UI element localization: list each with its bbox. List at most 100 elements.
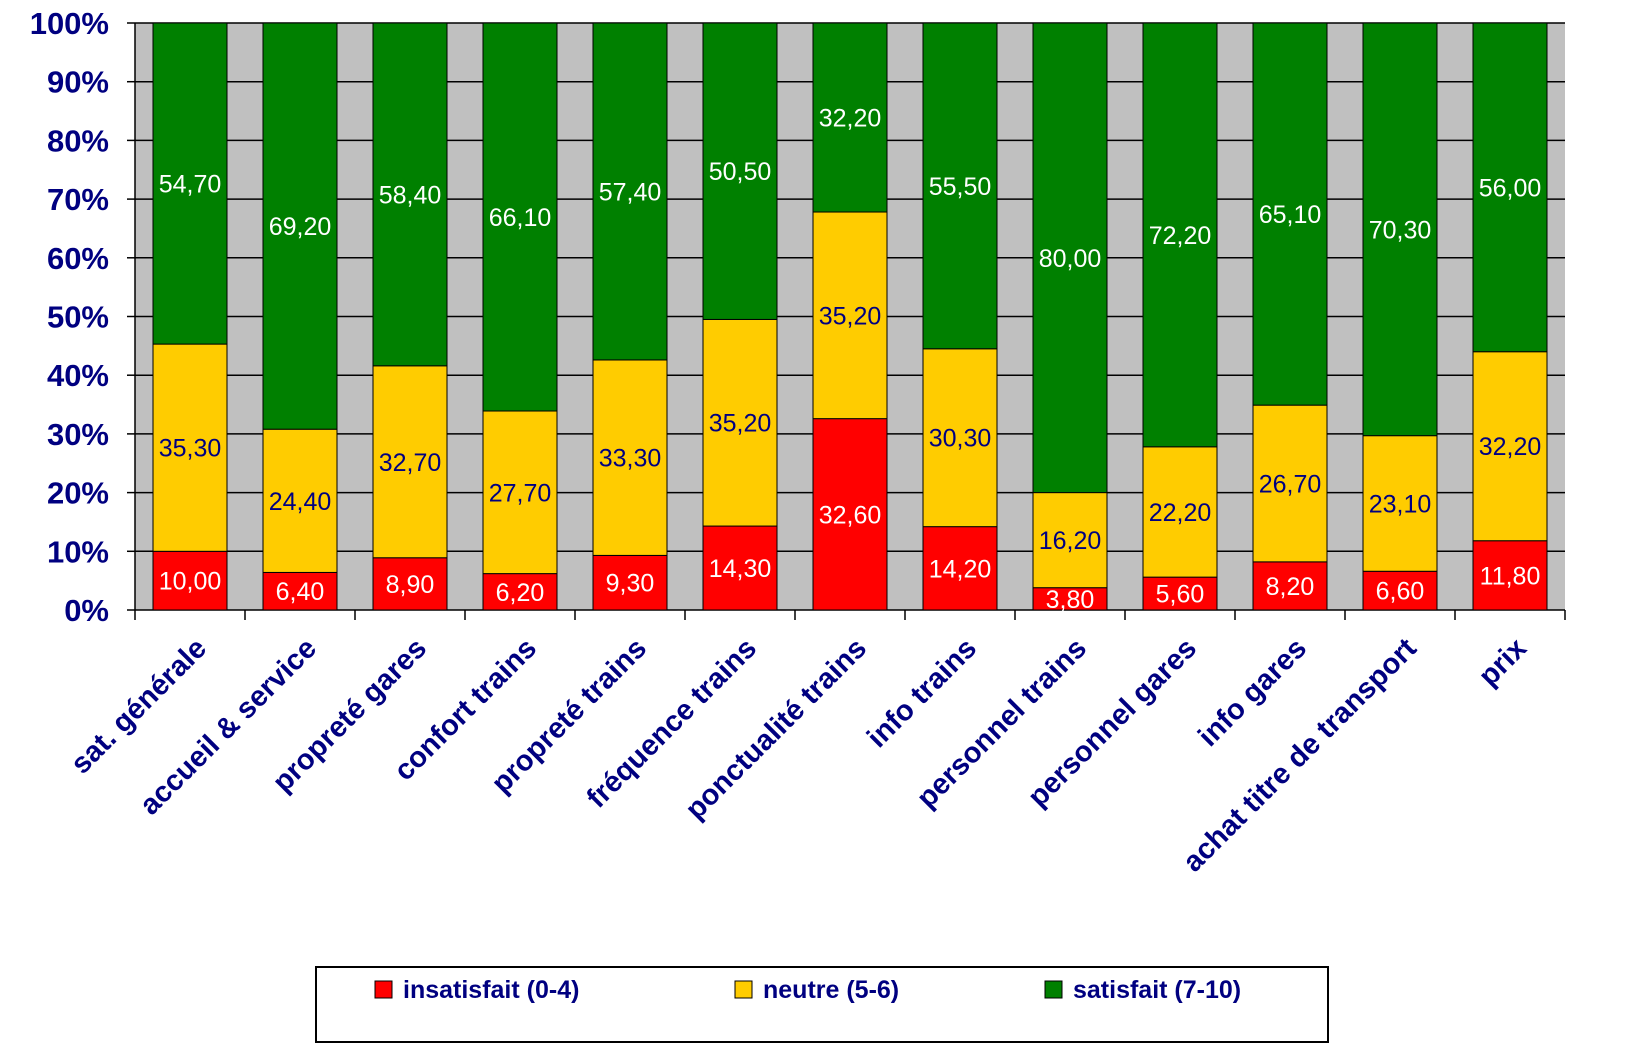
x-tick-label: achat titre de transport bbox=[1177, 632, 1423, 878]
x-tick-label: ponctualité trains bbox=[679, 632, 873, 826]
legend bbox=[315, 966, 1329, 1043]
data-label: 58,40 bbox=[379, 181, 442, 209]
data-label: 35,20 bbox=[709, 410, 772, 438]
data-label: 69,20 bbox=[269, 213, 332, 241]
bar-segment bbox=[372, 22, 448, 367]
data-label: 54,70 bbox=[159, 171, 222, 199]
y-tick-label: 60% bbox=[47, 241, 109, 276]
legend-label: satisfait (7-10) bbox=[1073, 976, 1241, 1004]
data-label: 9,30 bbox=[606, 570, 655, 598]
data-label: 24,40 bbox=[269, 488, 332, 516]
bar-segment bbox=[812, 418, 888, 611]
data-label: 32,20 bbox=[819, 105, 882, 133]
bar-segment bbox=[372, 557, 448, 611]
bar-segment bbox=[262, 22, 338, 430]
data-label: 70,30 bbox=[1369, 216, 1432, 244]
x-tick-label: prix bbox=[1473, 632, 1533, 692]
data-label: 32,60 bbox=[819, 501, 882, 529]
data-label: 72,20 bbox=[1149, 222, 1212, 250]
data-label: 8,90 bbox=[386, 571, 435, 599]
data-label: 35,30 bbox=[159, 435, 222, 463]
data-label: 6,60 bbox=[1376, 578, 1425, 606]
bar-segment bbox=[1142, 576, 1218, 611]
y-tick-label: 20% bbox=[47, 476, 109, 511]
data-label: 57,40 bbox=[599, 178, 662, 206]
data-label: 26,70 bbox=[1259, 471, 1322, 499]
y-tick-label: 80% bbox=[47, 123, 109, 158]
legend-swatch bbox=[374, 980, 393, 999]
bar-segment bbox=[482, 22, 558, 412]
bar-segment bbox=[1472, 351, 1548, 542]
bar-segment bbox=[482, 410, 558, 575]
data-label: 10,00 bbox=[159, 568, 222, 596]
legend-swatch bbox=[734, 980, 753, 999]
data-label: 3,80 bbox=[1046, 586, 1095, 614]
data-label: 35,20 bbox=[819, 302, 882, 330]
bar-segment bbox=[702, 525, 778, 611]
bar-segment bbox=[922, 526, 998, 611]
bar-segment bbox=[592, 359, 668, 556]
x-tick-label: info gares bbox=[1192, 632, 1313, 753]
bar-segment bbox=[592, 554, 668, 611]
bar-segment bbox=[1032, 22, 1108, 494]
data-label: 27,70 bbox=[489, 479, 552, 507]
bar-segment bbox=[812, 22, 888, 213]
bar-segment bbox=[1142, 22, 1218, 448]
bar-segment bbox=[922, 348, 998, 528]
bar-segment bbox=[262, 571, 338, 611]
legend-label: neutre (5-6) bbox=[763, 976, 899, 1004]
bar-segment bbox=[372, 365, 448, 559]
y-tick-label: 40% bbox=[47, 358, 109, 393]
bar-segment bbox=[152, 343, 228, 552]
data-label: 16,20 bbox=[1039, 527, 1102, 555]
data-label: 32,20 bbox=[1479, 433, 1542, 461]
bar-segment bbox=[1472, 22, 1548, 353]
y-tick-label: 10% bbox=[47, 534, 109, 569]
legend-label: insatisfait (0-4) bbox=[403, 976, 579, 1004]
bar-segment bbox=[1362, 570, 1438, 611]
bar-segment bbox=[152, 550, 228, 611]
data-label: 23,10 bbox=[1369, 490, 1432, 518]
data-label: 8,20 bbox=[1266, 573, 1315, 601]
data-label: 6,40 bbox=[276, 578, 325, 606]
bar-segment bbox=[922, 22, 998, 350]
data-label: 80,00 bbox=[1039, 245, 1102, 273]
y-tick-label: 100% bbox=[30, 6, 109, 41]
bar-segment bbox=[482, 573, 558, 611]
data-label: 66,10 bbox=[489, 204, 552, 232]
bar-segment bbox=[812, 211, 888, 420]
y-tick-label: 90% bbox=[47, 65, 109, 100]
data-label: 11,80 bbox=[1480, 562, 1541, 590]
bar-segment bbox=[1032, 492, 1108, 589]
data-label: 14,30 bbox=[709, 555, 772, 583]
data-label: 14,20 bbox=[929, 555, 992, 583]
legend-swatch bbox=[1044, 980, 1063, 999]
bar-segment bbox=[152, 22, 228, 345]
bar-segment bbox=[592, 22, 668, 361]
data-label: 33,30 bbox=[599, 445, 662, 473]
y-tick-label: 30% bbox=[47, 417, 109, 452]
data-label: 30,30 bbox=[929, 425, 992, 453]
y-tick-label: 0% bbox=[64, 593, 109, 628]
y-tick-label: 70% bbox=[47, 182, 109, 217]
data-label: 50,50 bbox=[709, 158, 772, 186]
bar-segment bbox=[1142, 446, 1218, 578]
data-label: 5,60 bbox=[1156, 581, 1205, 609]
bar-segment bbox=[1472, 540, 1548, 611]
bar-segment bbox=[702, 318, 778, 527]
bar-segment bbox=[262, 428, 338, 573]
y-tick-label: 50% bbox=[47, 300, 109, 335]
data-label: 56,00 bbox=[1479, 174, 1542, 202]
data-label: 22,20 bbox=[1149, 499, 1212, 527]
data-label: 65,10 bbox=[1259, 201, 1322, 229]
data-label: 6,20 bbox=[496, 579, 545, 607]
data-label: 55,50 bbox=[929, 173, 992, 201]
data-label: 32,70 bbox=[379, 449, 442, 477]
bar-segment bbox=[1252, 404, 1328, 563]
bar-segment bbox=[702, 22, 778, 320]
bar-segment bbox=[1362, 22, 1438, 437]
bar-segment bbox=[1252, 561, 1328, 611]
bar-segment bbox=[1252, 22, 1328, 406]
